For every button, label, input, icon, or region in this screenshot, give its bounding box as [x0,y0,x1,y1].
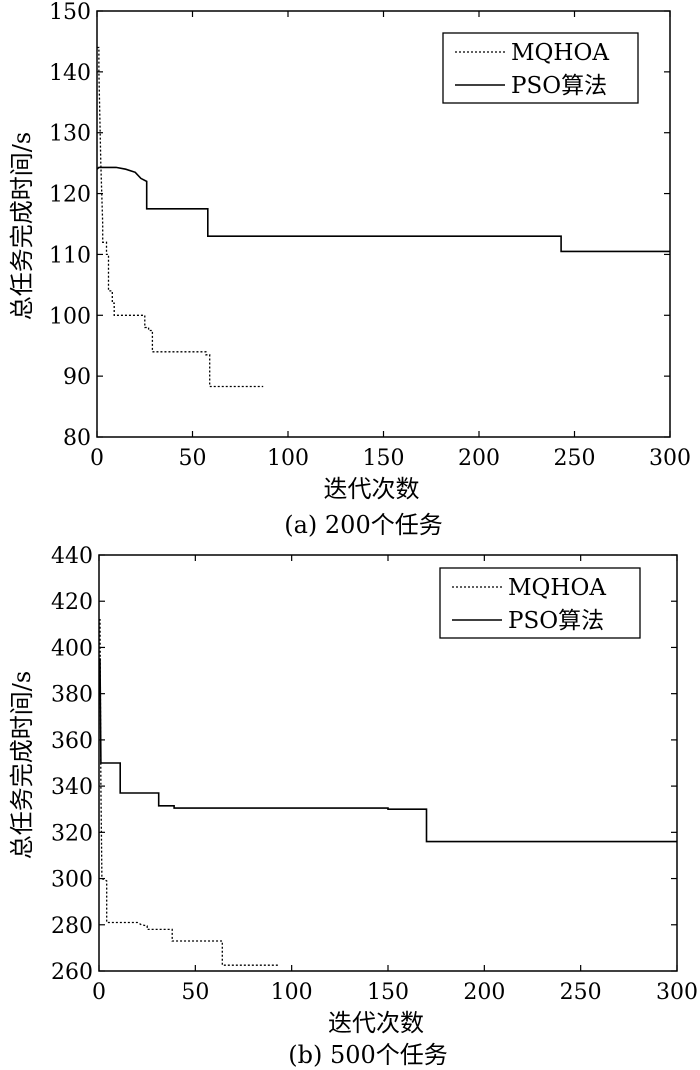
x-tick-label: 200 [458,446,500,471]
y-tick-label: 100 [49,304,91,329]
x-tick-label: 50 [179,446,207,471]
y-tick-label: 440 [51,544,93,569]
x-tick-label: 0 [92,980,106,1005]
series-line-mqhoa [97,46,264,388]
series-line-mqhoa [99,619,279,966]
legend-label: MQHOA [508,575,606,601]
series-line-pso [99,658,677,843]
x-axis-label: 迭代次数 [324,475,420,503]
chart-1: 0 50 100 150 200 250 300 260 280 300 320 340 360 380 4… [8,544,698,1069]
y-tick-label: 260 [51,960,93,985]
chart-caption: (a) 200个任务 [284,511,442,539]
y-tick-label: 130 [49,122,91,147]
x-axis-label: 迭代次数 [328,1009,424,1037]
series-line-pso [96,166,670,253]
y-axis-label: 总任务完成时间/s [8,132,36,320]
x-tick-label: 150 [367,980,409,1005]
y-tick-label: 150 [49,0,91,25]
y-tick-label: 140 [49,61,91,86]
legend: MQHOA PSO算法 [442,32,639,104]
y-tick-label: 320 [51,821,93,846]
x-tick-label: 200 [463,980,505,1005]
legend-label: PSO算法 [508,608,604,634]
x-tick-label: 0 [90,446,104,471]
y-tick-label: 80 [63,426,91,451]
x-tick-label: 100 [271,980,313,1005]
y-tick-label: 300 [51,868,93,893]
y-tick-label: 360 [51,729,93,754]
y-tick-label: 400 [51,636,93,661]
x-tick-label: 250 [560,980,602,1005]
legend-box [442,32,639,104]
y-tick-label: 420 [51,590,93,615]
legend-label: MQHOA [511,40,609,66]
legend: MQHOA PSO算法 [439,567,641,639]
y-tick-label: 280 [51,914,93,939]
chart-0: 0 50 100 150 200 250 300 80 90 100 110 120 130 140 150… [8,0,691,539]
chart-caption: (b) 500个任务 [288,1041,448,1069]
y-tick-label: 380 [51,683,93,708]
x-tick-label: 250 [554,446,596,471]
legend-box [439,567,641,639]
x-tick-label: 50 [181,980,209,1005]
x-tick-label: 300 [656,980,698,1005]
y-tick-label: 340 [51,775,93,800]
y-axis-label: 总任务完成时间/s [8,671,36,859]
x-tick-label: 100 [267,446,309,471]
x-tick-label: 150 [363,446,405,471]
x-tick-label: 300 [649,446,691,471]
y-tick-label: 110 [49,243,91,268]
y-tick-label: 90 [63,365,91,390]
legend-label: PSO算法 [511,73,607,99]
y-tick-label: 120 [49,183,91,208]
